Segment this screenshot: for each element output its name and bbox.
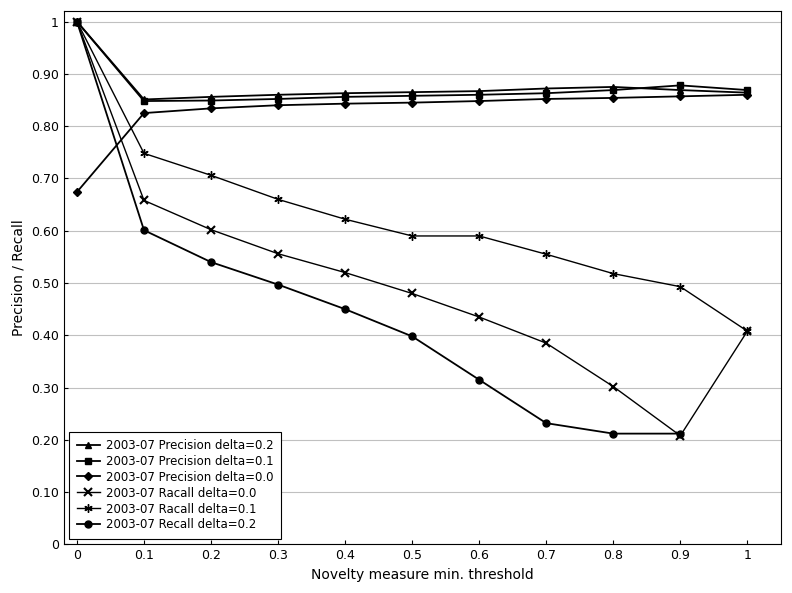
2003-07 Precision delta=0.1 bbox=[206, 97, 215, 104]
Line: 2003-07 Racall delta=0.1: 2003-07 Racall delta=0.1 bbox=[73, 17, 752, 335]
2003-07 Racall delta=0.0 bbox=[72, 18, 82, 25]
2003-07 Precision delta=0.2 bbox=[474, 88, 484, 95]
2003-07 Racall delta=0.0 bbox=[273, 250, 283, 257]
Y-axis label: Precision / Recall: Precision / Recall bbox=[11, 219, 25, 336]
Line: 2003-07 Precision delta=0.2: 2003-07 Precision delta=0.2 bbox=[74, 18, 751, 103]
2003-07 Precision delta=0.2 bbox=[206, 93, 215, 100]
2003-07 Recall delta=0.2 bbox=[407, 333, 417, 340]
2003-07 Precision delta=0.1 bbox=[341, 93, 350, 100]
2003-07 Precision delta=0.1 bbox=[542, 90, 551, 97]
2003-07 Racall delta=0.1 bbox=[139, 150, 149, 157]
2003-07 Precision delta=0.2 bbox=[676, 87, 685, 94]
2003-07 Recall delta=0.2 bbox=[474, 376, 484, 383]
2003-07 Racall delta=0.0 bbox=[608, 383, 618, 390]
2003-07 Racall delta=0.1 bbox=[542, 251, 551, 258]
2003-07 Recall delta=0.2 bbox=[273, 281, 283, 288]
2003-07 Recall delta=0.2 bbox=[206, 259, 215, 266]
2003-07 Precision delta=0.1 bbox=[474, 91, 484, 98]
2003-07 Precision delta=0.2 bbox=[608, 84, 618, 91]
X-axis label: Novelty measure min. threshold: Novelty measure min. threshold bbox=[310, 568, 534, 582]
Line: 2003-07 Precision delta=0.1: 2003-07 Precision delta=0.1 bbox=[74, 18, 751, 104]
2003-07 Precision delta=0.2 bbox=[273, 91, 283, 98]
2003-07 Precision delta=0.2 bbox=[542, 85, 551, 92]
2003-07 Racall delta=0.1 bbox=[474, 232, 484, 240]
2003-07 Precision delta=0.1 bbox=[273, 95, 283, 103]
2003-07 Precision delta=0.0 bbox=[139, 110, 149, 117]
2003-07 Recall delta=0.2 bbox=[72, 18, 82, 25]
Line: 2003-07 Recall delta=0.2: 2003-07 Recall delta=0.2 bbox=[74, 18, 683, 437]
2003-07 Precision delta=0.0 bbox=[273, 101, 283, 109]
2003-07 Racall delta=0.0 bbox=[341, 269, 350, 276]
2003-07 Racall delta=0.0 bbox=[139, 197, 149, 204]
2003-07 Recall delta=0.2 bbox=[608, 430, 618, 437]
2003-07 Racall delta=0.0 bbox=[743, 327, 752, 334]
2003-07 Racall delta=0.0 bbox=[676, 432, 685, 439]
2003-07 Precision delta=0.0 bbox=[743, 91, 752, 98]
Line: 2003-07 Racall delta=0.0: 2003-07 Racall delta=0.0 bbox=[73, 17, 752, 440]
2003-07 Precision delta=0.1 bbox=[743, 87, 752, 94]
2003-07 Racall delta=0.1 bbox=[407, 232, 417, 240]
2003-07 Recall delta=0.2 bbox=[341, 305, 350, 313]
2003-07 Precision delta=0.0 bbox=[608, 94, 618, 101]
2003-07 Precision delta=0.1 bbox=[676, 82, 685, 89]
2003-07 Racall delta=0.0 bbox=[474, 314, 484, 321]
2003-07 Precision delta=0.2 bbox=[341, 90, 350, 97]
2003-07 Precision delta=0.0 bbox=[407, 99, 417, 106]
Line: 2003-07 Precision delta=0.0: 2003-07 Precision delta=0.0 bbox=[74, 92, 750, 195]
2003-07 Precision delta=0.0 bbox=[206, 105, 215, 112]
2003-07 Precision delta=0.2 bbox=[743, 89, 752, 96]
2003-07 Precision delta=0.1 bbox=[139, 97, 149, 104]
2003-07 Racall delta=0.0 bbox=[206, 226, 215, 233]
2003-07 Precision delta=0.1 bbox=[608, 87, 618, 94]
2003-07 Racall delta=0.0 bbox=[407, 290, 417, 297]
2003-07 Racall delta=0.0 bbox=[542, 340, 551, 347]
2003-07 Precision delta=0.0 bbox=[474, 97, 484, 104]
2003-07 Precision delta=0.0 bbox=[72, 189, 82, 196]
2003-07 Racall delta=0.1 bbox=[676, 283, 685, 290]
2003-07 Precision delta=0.0 bbox=[341, 100, 350, 107]
2003-07 Racall delta=0.1 bbox=[743, 327, 752, 334]
2003-07 Precision delta=0.1 bbox=[407, 93, 417, 100]
2003-07 Racall delta=0.1 bbox=[608, 270, 618, 277]
2003-07 Precision delta=0.2 bbox=[407, 88, 417, 95]
2003-07 Precision delta=0.2 bbox=[72, 18, 82, 25]
2003-07 Racall delta=0.1 bbox=[206, 172, 215, 179]
Legend: 2003-07 Precision delta=0.2, 2003-07 Precision delta=0.1, 2003-07 Precision delt: 2003-07 Precision delta=0.2, 2003-07 Pre… bbox=[70, 432, 280, 538]
2003-07 Recall delta=0.2 bbox=[139, 227, 149, 234]
2003-07 Precision delta=0.1 bbox=[72, 18, 82, 25]
2003-07 Racall delta=0.1 bbox=[273, 196, 283, 203]
2003-07 Precision delta=0.0 bbox=[542, 95, 551, 103]
2003-07 Racall delta=0.1 bbox=[72, 18, 82, 25]
2003-07 Precision delta=0.2 bbox=[139, 96, 149, 103]
2003-07 Racall delta=0.1 bbox=[341, 216, 350, 223]
2003-07 Recall delta=0.2 bbox=[542, 420, 551, 427]
2003-07 Precision delta=0.0 bbox=[676, 93, 685, 100]
2003-07 Recall delta=0.2 bbox=[676, 430, 685, 437]
